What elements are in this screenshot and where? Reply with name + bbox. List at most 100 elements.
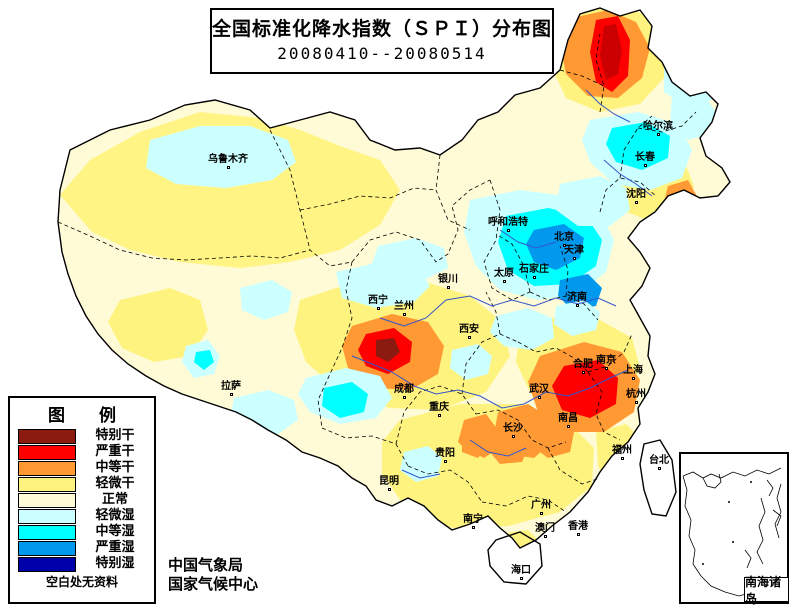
- city-name: 沈阳: [626, 189, 646, 200]
- provincial-boundaries: [57, 33, 697, 513]
- city-marker: [604, 367, 608, 370]
- city-name: 重庆: [429, 402, 449, 413]
- city-label: 北京: [554, 233, 574, 247]
- city-marker: [226, 166, 230, 169]
- city-label: 乌鲁木齐: [208, 155, 248, 169]
- city-label: 成都: [394, 385, 414, 399]
- city-name: 哈尔滨: [643, 121, 673, 132]
- attribution: 中国气象局 国家气候中心: [168, 556, 258, 594]
- page-title: 全国标准化降水指数（ＳＰＩ）分布图: [212, 18, 553, 41]
- city-name: 太原: [494, 268, 514, 279]
- national-boundary: [57, 7, 731, 585]
- city-name: 西宁: [368, 295, 388, 306]
- city-label: 昆明: [379, 477, 399, 491]
- city-marker: [229, 393, 233, 396]
- city-label: 长沙: [503, 424, 523, 438]
- legend-item-label: 严重干: [95, 444, 135, 459]
- attribution-line-1: 中国气象局: [168, 556, 244, 574]
- city-marker: [502, 280, 506, 283]
- city-name: 石家庄: [519, 264, 549, 275]
- city-name: 贵阳: [435, 448, 455, 459]
- city-name: 长沙: [503, 423, 523, 434]
- city-marker: [539, 512, 543, 515]
- city-name: 南宁: [463, 514, 483, 525]
- legend-item-label: 特别干: [95, 428, 135, 443]
- city-label: 上海: [623, 366, 643, 380]
- legend-item: 正常: [10, 492, 154, 508]
- city-name: 武汉: [529, 384, 549, 395]
- city-name: 成都: [394, 384, 414, 395]
- city-label: 武汉: [529, 385, 549, 399]
- city-label: 香港: [568, 522, 588, 536]
- legend-item-label: 轻微湿: [95, 508, 135, 523]
- city-name: 西安: [459, 324, 479, 335]
- legend-item: 严重干: [10, 444, 154, 460]
- city-label: 拉萨: [221, 382, 241, 396]
- legend-item-label: 中等干: [95, 460, 135, 475]
- city-marker: [634, 401, 638, 404]
- city-label: 西宁: [368, 296, 388, 310]
- legend-swatch: [18, 540, 76, 556]
- city-name: 福州: [612, 445, 632, 456]
- city-label: 南宁: [463, 515, 483, 529]
- city-label: 海口: [511, 566, 531, 580]
- city-marker: [467, 336, 471, 339]
- city-marker: [643, 164, 647, 167]
- city-name: 台北: [649, 455, 669, 466]
- legend-box: 图 例 特别干 严重干 中等干 轻微干 正常 轻微湿 中等湿 严重湿 特别湿 空白处无资料: [8, 396, 156, 604]
- city-marker: [443, 460, 447, 463]
- city-marker: [576, 533, 580, 536]
- rivers: [351, 89, 653, 479]
- city-marker: [581, 371, 585, 374]
- city-marker: [562, 244, 566, 247]
- city-marker: [532, 276, 536, 279]
- city-marker: [511, 435, 515, 438]
- city-marker: [471, 526, 475, 529]
- city-marker: [402, 313, 406, 316]
- inset-coastlines: [682, 467, 782, 597]
- city-label: 长春: [635, 153, 655, 167]
- city-name: 杭州: [626, 389, 646, 400]
- city-marker: [656, 133, 660, 136]
- legend-items: 特别干 严重干 中等干 轻微干 正常 轻微湿 中等湿 严重湿 特别湿: [10, 428, 154, 572]
- legend-swatch: [18, 460, 76, 476]
- legend-swatch: [18, 508, 76, 524]
- legend-swatch: [18, 428, 76, 444]
- city-label: 呼和浩特: [488, 218, 528, 232]
- city-name: 南京: [596, 355, 616, 366]
- city-marker: [566, 425, 570, 428]
- city-marker: [376, 307, 380, 310]
- map-title-box: 全国标准化降水指数（ＳＰＩ）分布图 20080410--20080514: [210, 8, 554, 74]
- city-label: 杭州: [626, 390, 646, 404]
- city-name: 兰州: [394, 301, 414, 312]
- legend-item-label: 严重湿: [95, 540, 135, 555]
- city-marker: [387, 488, 391, 491]
- city-label: 银川: [438, 275, 458, 289]
- city-name: 澳门: [535, 523, 555, 534]
- city-marker: [446, 286, 450, 289]
- legend-item: 中等湿: [10, 524, 154, 540]
- legend-item-label: 正常: [101, 492, 128, 507]
- city-name: 广州: [531, 500, 551, 511]
- city-name: 济南: [567, 292, 587, 303]
- legend-swatch: [18, 524, 76, 540]
- city-label: 南昌: [558, 414, 578, 428]
- city-marker: [657, 467, 661, 470]
- city-name: 银川: [438, 274, 458, 285]
- city-marker: [634, 201, 638, 204]
- attribution-line-2: 国家气候中心: [168, 574, 259, 593]
- city-name: 海口: [511, 565, 531, 576]
- legend-swatch: [18, 556, 76, 572]
- city-name: 呼和浩特: [488, 217, 528, 228]
- city-name: 合肥: [573, 359, 593, 370]
- city-label: 西安: [459, 325, 479, 339]
- city-marker: [631, 377, 635, 380]
- city-marker: [543, 535, 547, 538]
- city-marker: [537, 396, 541, 399]
- city-name: 北京: [554, 232, 574, 243]
- city-name: 南昌: [558, 413, 578, 424]
- city-label: 济南: [567, 293, 587, 307]
- city-marker: [506, 229, 510, 232]
- city-label: 哈尔滨: [643, 122, 673, 136]
- city-label: 兰州: [394, 302, 414, 316]
